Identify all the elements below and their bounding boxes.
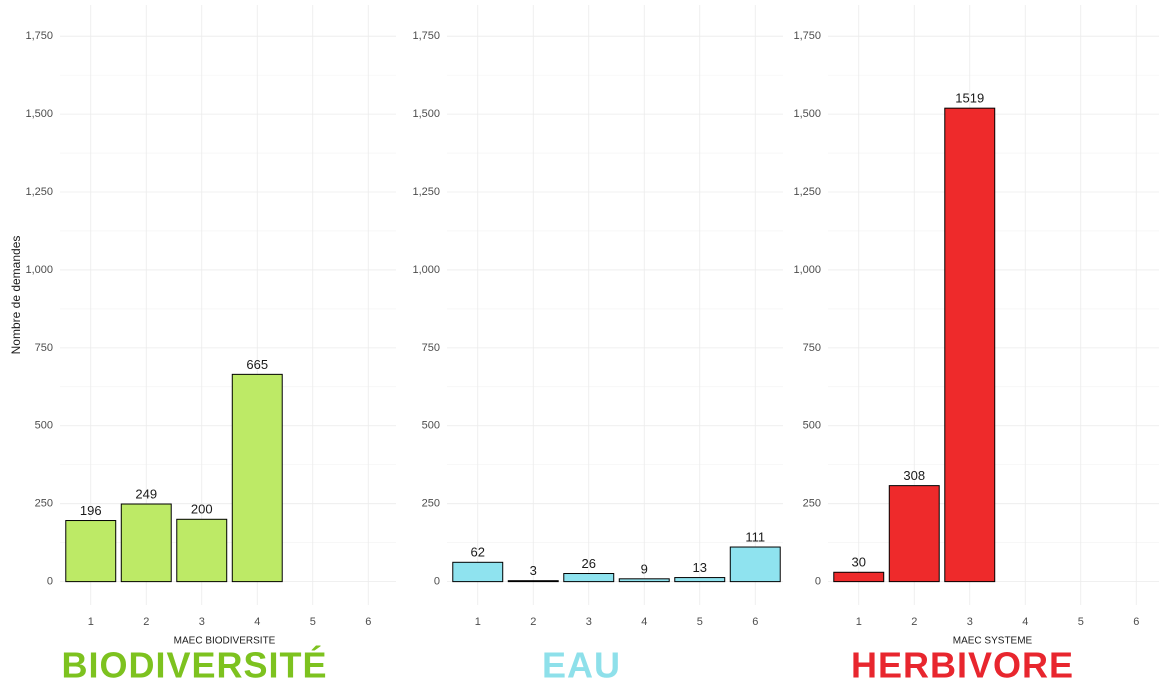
y-tick-label: 1,750	[25, 30, 53, 42]
x-tick-label: 4	[1022, 616, 1028, 628]
x-tick-label: 1	[856, 616, 862, 628]
y-tick-label: 1,250	[25, 186, 53, 198]
bar	[944, 107, 996, 583]
panel-label: HERBIVORE	[851, 645, 1074, 685]
y-tick-label: 750	[803, 342, 821, 354]
x-tick-label: 2	[143, 616, 149, 628]
x-tick-label: 1	[88, 616, 94, 628]
x-tick-label: 3	[199, 616, 205, 628]
value-label: 1519	[955, 91, 984, 106]
y-tick-label: 250	[803, 498, 821, 510]
value-label: 9	[641, 561, 648, 576]
y-tick-label: 0	[815, 576, 821, 588]
x-tick-label: 4	[641, 616, 647, 628]
x-axis-label: MAEC BIODIVERSITE	[174, 636, 276, 647]
y-tick-label: 1,000	[793, 264, 821, 276]
bar	[176, 518, 228, 583]
y-tick-label: 500	[35, 420, 53, 432]
value-label: 200	[191, 502, 213, 517]
x-tick-label: 2	[530, 616, 536, 628]
y-tick-label: 1,250	[412, 186, 440, 198]
y-tick-label: 500	[803, 420, 821, 432]
x-tick-label: 6	[1133, 616, 1139, 628]
value-label: 308	[903, 468, 925, 483]
y-axis-label: Nombre de demandes	[9, 236, 23, 355]
y-tick-label: 1,500	[412, 108, 440, 120]
x-tick-label: 5	[697, 616, 703, 628]
bar	[452, 561, 504, 583]
panel-label: EAU	[542, 645, 621, 685]
y-tick-label: 1,750	[412, 30, 440, 42]
x-tick-label: 1	[475, 616, 481, 628]
bar	[833, 571, 885, 583]
value-label: 111	[745, 529, 765, 544]
y-tick-label: 1,500	[793, 108, 821, 120]
bar	[120, 503, 172, 583]
bar	[888, 485, 940, 583]
panel-label: BIODIVERSITÉ	[61, 645, 327, 685]
value-label: 196	[80, 503, 102, 518]
value-label: 3	[530, 563, 537, 578]
bar	[674, 577, 726, 583]
y-tick-label: 250	[422, 498, 440, 510]
value-label: 30	[852, 555, 866, 570]
value-label: 62	[471, 545, 485, 560]
x-axis-label: MAEC SYSTEME	[953, 636, 1033, 647]
y-tick-label: 1,000	[25, 264, 53, 276]
bar	[507, 580, 559, 583]
y-tick-label: 250	[35, 498, 53, 510]
bar	[563, 573, 615, 583]
bar	[618, 578, 670, 583]
y-tick-label: 500	[422, 420, 440, 432]
value-label: 665	[246, 357, 268, 372]
y-tick-label: 1,750	[793, 30, 821, 42]
y-tick-label: 750	[35, 342, 53, 354]
x-tick-label: 6	[365, 616, 371, 628]
value-label: 26	[582, 556, 596, 571]
bar	[65, 520, 117, 583]
value-label: 13	[693, 560, 707, 575]
x-tick-label: 3	[967, 616, 973, 628]
x-tick-label: 5	[310, 616, 316, 628]
y-tick-label: 0	[47, 576, 53, 588]
y-tick-label: 1,000	[412, 264, 440, 276]
bar	[729, 546, 781, 583]
y-tick-label: 750	[422, 342, 440, 354]
x-tick-label: 6	[752, 616, 758, 628]
x-tick-label: 3	[586, 616, 592, 628]
value-label: 249	[135, 486, 157, 501]
x-tick-label: 5	[1078, 616, 1084, 628]
y-tick-label: 1,250	[793, 186, 821, 198]
y-tick-label: 1,500	[25, 108, 53, 120]
bar	[231, 373, 283, 583]
y-tick-label: 0	[434, 576, 440, 588]
x-tick-label: 4	[254, 616, 260, 628]
x-tick-label: 2	[911, 616, 917, 628]
